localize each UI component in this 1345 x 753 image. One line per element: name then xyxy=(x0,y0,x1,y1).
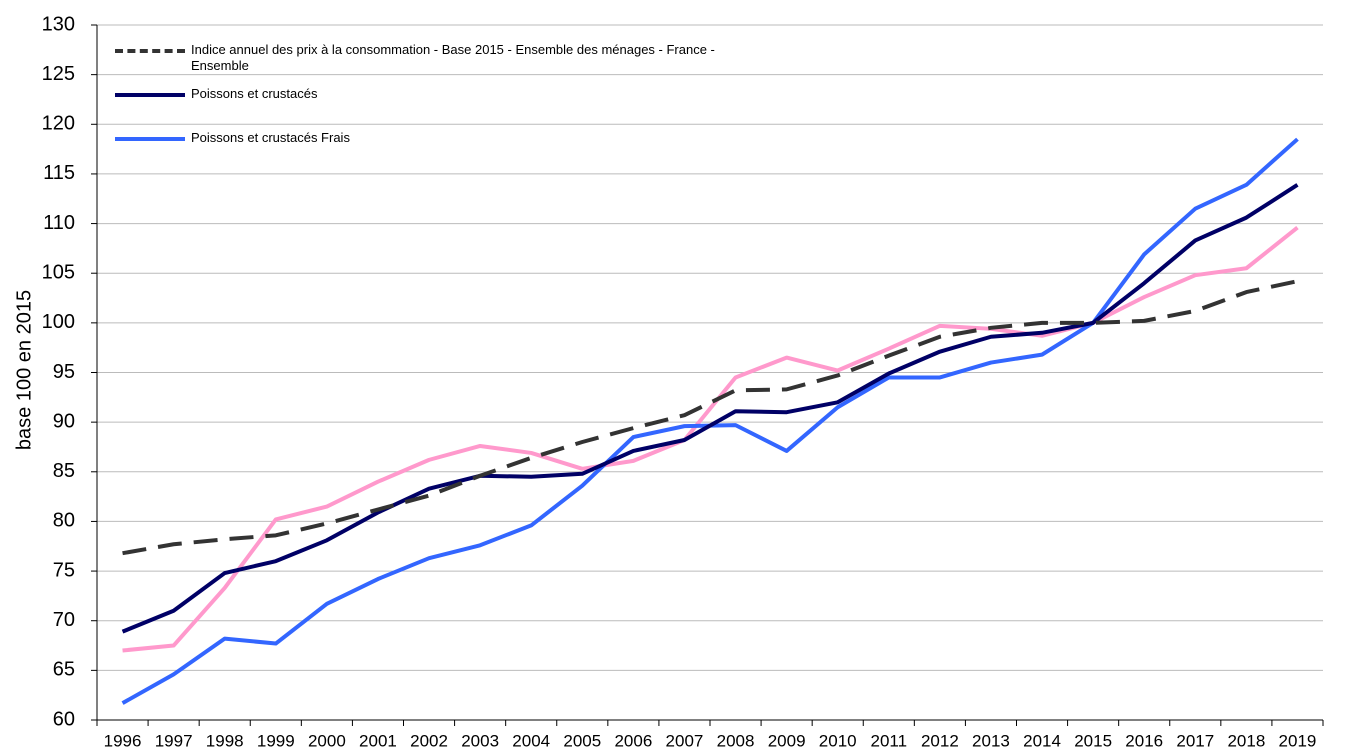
y-tick-label: 130 xyxy=(42,13,75,35)
x-tick-label: 1999 xyxy=(257,731,295,750)
x-tick-label: 2002 xyxy=(410,731,448,750)
x-tick-label: 2015 xyxy=(1074,731,1112,750)
y-tick-label: 115 xyxy=(43,162,75,184)
y-tick-label: 60 xyxy=(53,708,75,730)
legend-label: Poissons et crustacés xyxy=(191,86,318,101)
x-tick-label: 1997 xyxy=(155,731,193,750)
x-tick-label: 1998 xyxy=(206,731,244,750)
x-tick-label: 1996 xyxy=(104,731,142,750)
y-tick-label: 95 xyxy=(53,361,75,383)
x-tick-label: 2011 xyxy=(871,731,908,750)
x-tick-label: 2012 xyxy=(921,731,959,750)
legend-swatch xyxy=(115,93,185,97)
x-tick-label: 2016 xyxy=(1125,731,1163,750)
y-tick-label: 90 xyxy=(53,410,75,432)
legend-entry: Indice annuel des prix à la consommation… xyxy=(115,42,721,74)
x-tick-label: 2003 xyxy=(461,731,499,750)
series-line xyxy=(121,183,1299,634)
x-tick-label: 2006 xyxy=(614,731,652,750)
legend-label: Poissons et crustacés Frais xyxy=(191,130,350,145)
x-tick-label: 2007 xyxy=(666,731,704,750)
legend-entry: Poissons et crustacés Frais xyxy=(115,130,721,146)
x-tick-label: 2001 xyxy=(359,731,397,750)
x-tick-label: 2009 xyxy=(768,731,806,750)
x-tick-label: 2017 xyxy=(1176,731,1214,750)
x-tick-label: 2000 xyxy=(308,731,346,750)
legend-swatch xyxy=(115,137,185,141)
x-tick-label: 2010 xyxy=(819,731,857,750)
x-tick-label: 2014 xyxy=(1023,731,1061,750)
series-line xyxy=(122,279,1298,556)
x-tick-label: 2018 xyxy=(1227,731,1265,750)
y-tick-label: 80 xyxy=(53,510,75,532)
y-tick-label: 75 xyxy=(53,559,75,581)
legend-label: Indice annuel des prix à la consommation… xyxy=(191,42,715,73)
legend-swatch xyxy=(115,49,185,53)
x-tick-label: 2005 xyxy=(563,731,601,750)
y-tick-label: 125 xyxy=(42,63,75,85)
legend-entry: Poissons et crustacés xyxy=(115,86,721,102)
y-tick-label: 105 xyxy=(42,261,75,283)
x-tick-label: 2004 xyxy=(512,731,550,750)
y-tick-label: 100 xyxy=(42,311,75,333)
series-line xyxy=(122,225,1299,653)
y-tick-label: 120 xyxy=(42,113,75,135)
x-tick-label: 2019 xyxy=(1279,731,1317,750)
x-tick-label: 2008 xyxy=(717,731,755,750)
y-tick-label: 110 xyxy=(43,212,75,234)
y-tick-label: 70 xyxy=(53,609,75,631)
y-axis-label: base 100 en 2015 xyxy=(13,290,35,450)
y-tick-label: 85 xyxy=(53,460,75,482)
y-tick-label: 65 xyxy=(53,659,75,681)
x-tick-label: 2013 xyxy=(972,731,1010,750)
